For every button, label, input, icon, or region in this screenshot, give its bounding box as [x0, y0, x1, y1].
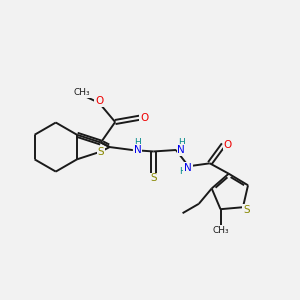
Text: O: O: [224, 140, 232, 150]
Text: S: S: [150, 173, 157, 183]
Text: H: H: [134, 138, 141, 147]
Text: CH₃: CH₃: [74, 88, 90, 97]
Text: CH₃: CH₃: [212, 226, 229, 235]
Text: H: H: [178, 138, 185, 147]
Text: N: N: [184, 163, 192, 173]
Text: O: O: [95, 96, 103, 106]
Text: H: H: [178, 167, 185, 176]
Text: S: S: [243, 205, 250, 215]
Text: N: N: [134, 145, 141, 155]
Text: O: O: [140, 113, 148, 123]
Text: N: N: [177, 145, 185, 155]
Text: S: S: [98, 147, 104, 157]
